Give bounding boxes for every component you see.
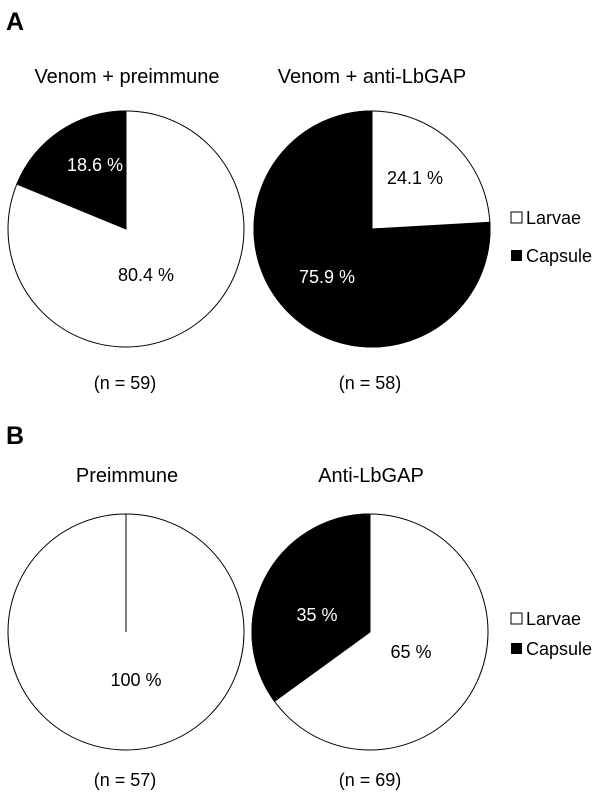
slice-label-larvae-a2: 24.1 %	[387, 168, 443, 188]
pie-chart-b1: 100 %	[7, 513, 245, 751]
legend-swatch-larvae-b	[510, 612, 523, 625]
legend-label-larvae-a: Larvae	[526, 208, 581, 228]
pie-slice-capsule-a1	[16, 110, 127, 230]
legend-label-capsule-b: Capsule	[526, 639, 592, 659]
legend-label-capsule-a: Capsule	[526, 246, 592, 266]
pie-chart-a1: 80.4 % 18.6 %	[7, 110, 245, 348]
pie-slice-capsule-a2	[253, 110, 491, 348]
chart-title-b2: Anti-LbGAP	[318, 465, 424, 487]
legend-a: Larvae Capsule	[510, 208, 592, 266]
n-label-b2: (n = 69)	[339, 770, 402, 790]
chart-title-b1: Preimmune	[76, 465, 178, 487]
pie-chart-a2: 24.1 % 75.9 %	[253, 110, 491, 348]
n-label-a1: (n = 59)	[94, 373, 157, 393]
panel-label-b: B	[6, 422, 24, 450]
slice-label-capsule-a2: 75.9 %	[299, 267, 355, 287]
legend-b: Larvae Capsule	[510, 609, 592, 659]
slice-label-larvae-a1: 80.4 %	[118, 265, 174, 285]
legend-swatch-capsule-b	[511, 643, 522, 654]
pie-chart-b2: 65 % 35 %	[251, 513, 489, 751]
legend-label-larvae-b: Larvae	[526, 609, 581, 629]
chart-title-a2: Venom + anti-LbGAP	[278, 66, 466, 88]
slice-label-larvae-b1: 100 %	[110, 670, 161, 690]
n-label-b1: (n = 57)	[94, 770, 157, 790]
pie-slice-capsule-b2	[251, 513, 371, 703]
legend-swatch-capsule-a	[511, 250, 522, 261]
slice-label-capsule-b2: 35 %	[296, 605, 337, 625]
legend-swatch-larvae-a	[510, 211, 523, 224]
slice-label-capsule-a1: 18.6 %	[67, 155, 123, 175]
chart-title-a1: Venom + preimmune	[34, 66, 219, 88]
n-label-a2: (n = 58)	[339, 373, 402, 393]
panel-label-a: A	[6, 8, 24, 36]
slice-label-larvae-b2: 65 %	[390, 642, 431, 662]
